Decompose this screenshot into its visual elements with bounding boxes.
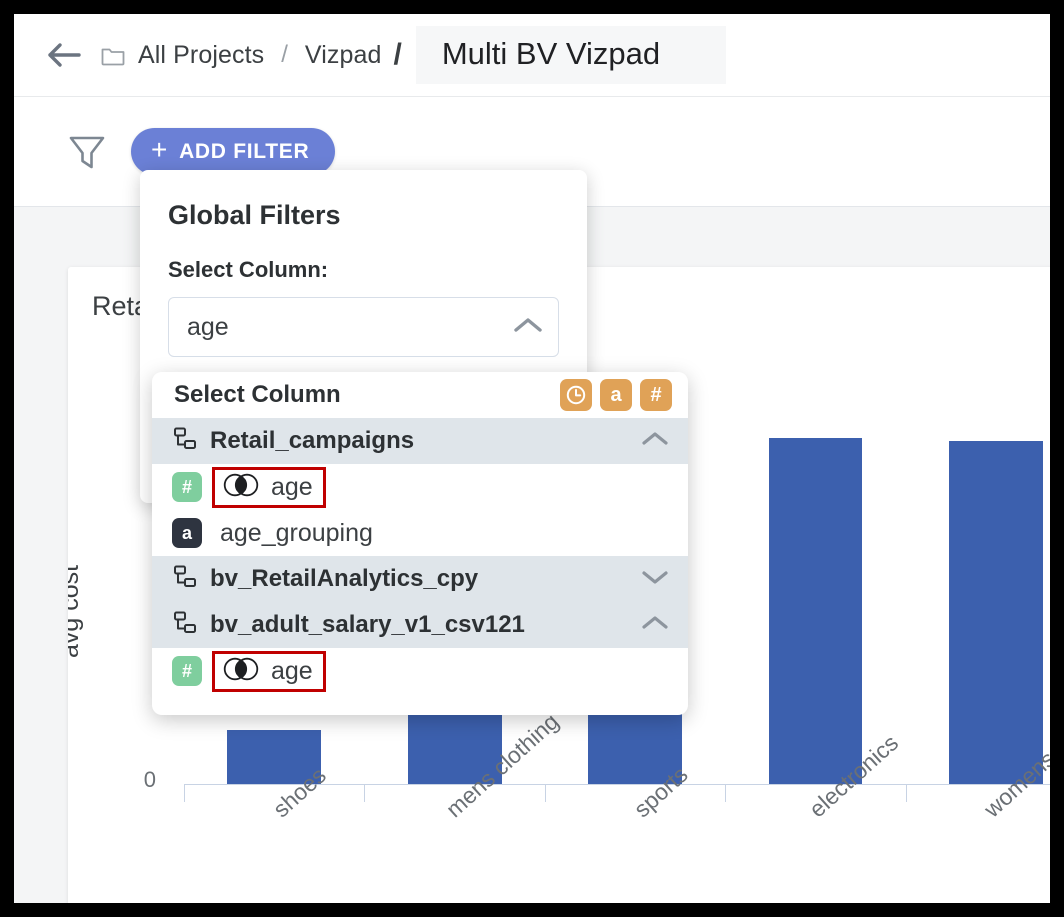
chevron-up-icon[interactable]: [512, 315, 544, 340]
column-dropdown-list: Retail_campaigns # age a age_grouping bv_Reta…: [152, 418, 688, 694]
breadcrumb-separator-2: /: [393, 38, 402, 71]
x-label-slot: womens clothing: [906, 688, 1050, 903]
dataset-group-header[interactable]: bv_adult_salary_v1_csv121: [152, 602, 688, 648]
column-dropdown: Select Column a # Retail_campaigns # age a ag…: [152, 372, 688, 715]
x-axis-labels: shoes mens clothing sports electronics women…: [184, 688, 1050, 903]
string-type-icon: a: [172, 518, 202, 548]
breadcrumb-all-projects[interactable]: All Projects: [138, 40, 265, 69]
breadcrumb-project[interactable]: Vizpad: [304, 40, 382, 69]
select-column-input[interactable]: age: [168, 297, 559, 357]
dataset-name: bv_adult_salary_v1_csv121: [210, 611, 525, 638]
bar-slot: [184, 307, 364, 802]
x-axis-tick: [544, 784, 546, 802]
column-dropdown-title: Select Column: [174, 381, 341, 408]
x-label-slot: shoes: [184, 762, 364, 903]
string-type-badge[interactable]: a: [600, 379, 632, 411]
bar[interactable]: [407, 703, 502, 784]
dataset-icon: [172, 610, 198, 641]
number-type-badge[interactable]: #: [640, 379, 672, 411]
add-filter-button[interactable]: + ADD FILTER: [131, 128, 336, 175]
page-title[interactable]: Multi BV Vizpad: [415, 26, 726, 84]
number-type-icon: #: [172, 472, 202, 502]
x-axis-tick: [364, 784, 366, 802]
select-column-label: Select Column:: [168, 257, 329, 282]
x-label-slot: electronics: [725, 729, 905, 903]
column-list-item[interactable]: # age: [152, 648, 688, 694]
chevron-up-icon[interactable]: [640, 430, 670, 453]
column-entry: age: [212, 466, 326, 508]
dataset-group-header[interactable]: bv_RetailAnalytics_cpy: [152, 556, 688, 602]
global-filters-title: Global Filters: [168, 200, 341, 230]
y-axis-tick-zero: 0: [143, 767, 156, 792]
add-filter-label: ADD FILTER: [179, 139, 310, 163]
folder-icon: [100, 42, 126, 68]
bar[interactable]: [948, 441, 1043, 784]
y-axis-label: avg cost: [68, 564, 85, 659]
column-name: age: [271, 472, 313, 501]
breadcrumb-separator-1: /: [281, 41, 288, 68]
chevron-up-icon[interactable]: [640, 614, 670, 637]
bar[interactable]: [768, 438, 863, 784]
bar-slot: [725, 307, 905, 802]
back-arrow-icon[interactable]: [46, 37, 82, 73]
column-entry: age_grouping: [212, 517, 383, 550]
date-type-badge[interactable]: [560, 379, 592, 411]
column-list-item[interactable]: a age_grouping: [152, 510, 688, 556]
x-axis-line: [184, 784, 1050, 785]
dataset-name: Retail_campaigns: [210, 427, 415, 454]
number-type-icon: #: [172, 656, 202, 686]
chevron-down-icon[interactable]: [640, 568, 670, 591]
bar-slot: [905, 307, 1050, 802]
x-axis-tick: [184, 784, 185, 802]
x-axis-tick: [905, 784, 907, 802]
x-label-slot: mens clothing: [364, 708, 563, 903]
column-list-item[interactable]: # age: [152, 464, 688, 510]
app-window: All Projects / Vizpad / Multi BV Vizpad …: [14, 14, 1050, 903]
bar[interactable]: [227, 730, 322, 784]
x-axis-tick: [725, 784, 727, 802]
type-filter-badges: a #: [560, 379, 672, 411]
venn-icon: [221, 656, 261, 687]
bar-slot: [364, 307, 544, 802]
column-dropdown-header: Select Column a #: [152, 372, 688, 418]
column-name: age: [271, 656, 313, 685]
dataset-icon: [172, 564, 198, 595]
dataset-name: bv_RetailAnalytics_cpy: [210, 565, 479, 592]
dataset-group-header[interactable]: Retail_campaigns: [152, 418, 688, 464]
column-name: age_grouping: [220, 518, 373, 547]
breadcrumb-bar: All Projects / Vizpad / Multi BV Vizpad: [14, 14, 1050, 97]
dataset-icon: [172, 426, 198, 457]
plus-icon: +: [151, 134, 169, 165]
funnel-icon[interactable]: [61, 126, 113, 178]
venn-icon: [221, 472, 261, 503]
x-label-slot: sports: [545, 761, 725, 903]
column-entry: age: [212, 650, 326, 692]
select-column-value: age: [187, 312, 229, 341]
